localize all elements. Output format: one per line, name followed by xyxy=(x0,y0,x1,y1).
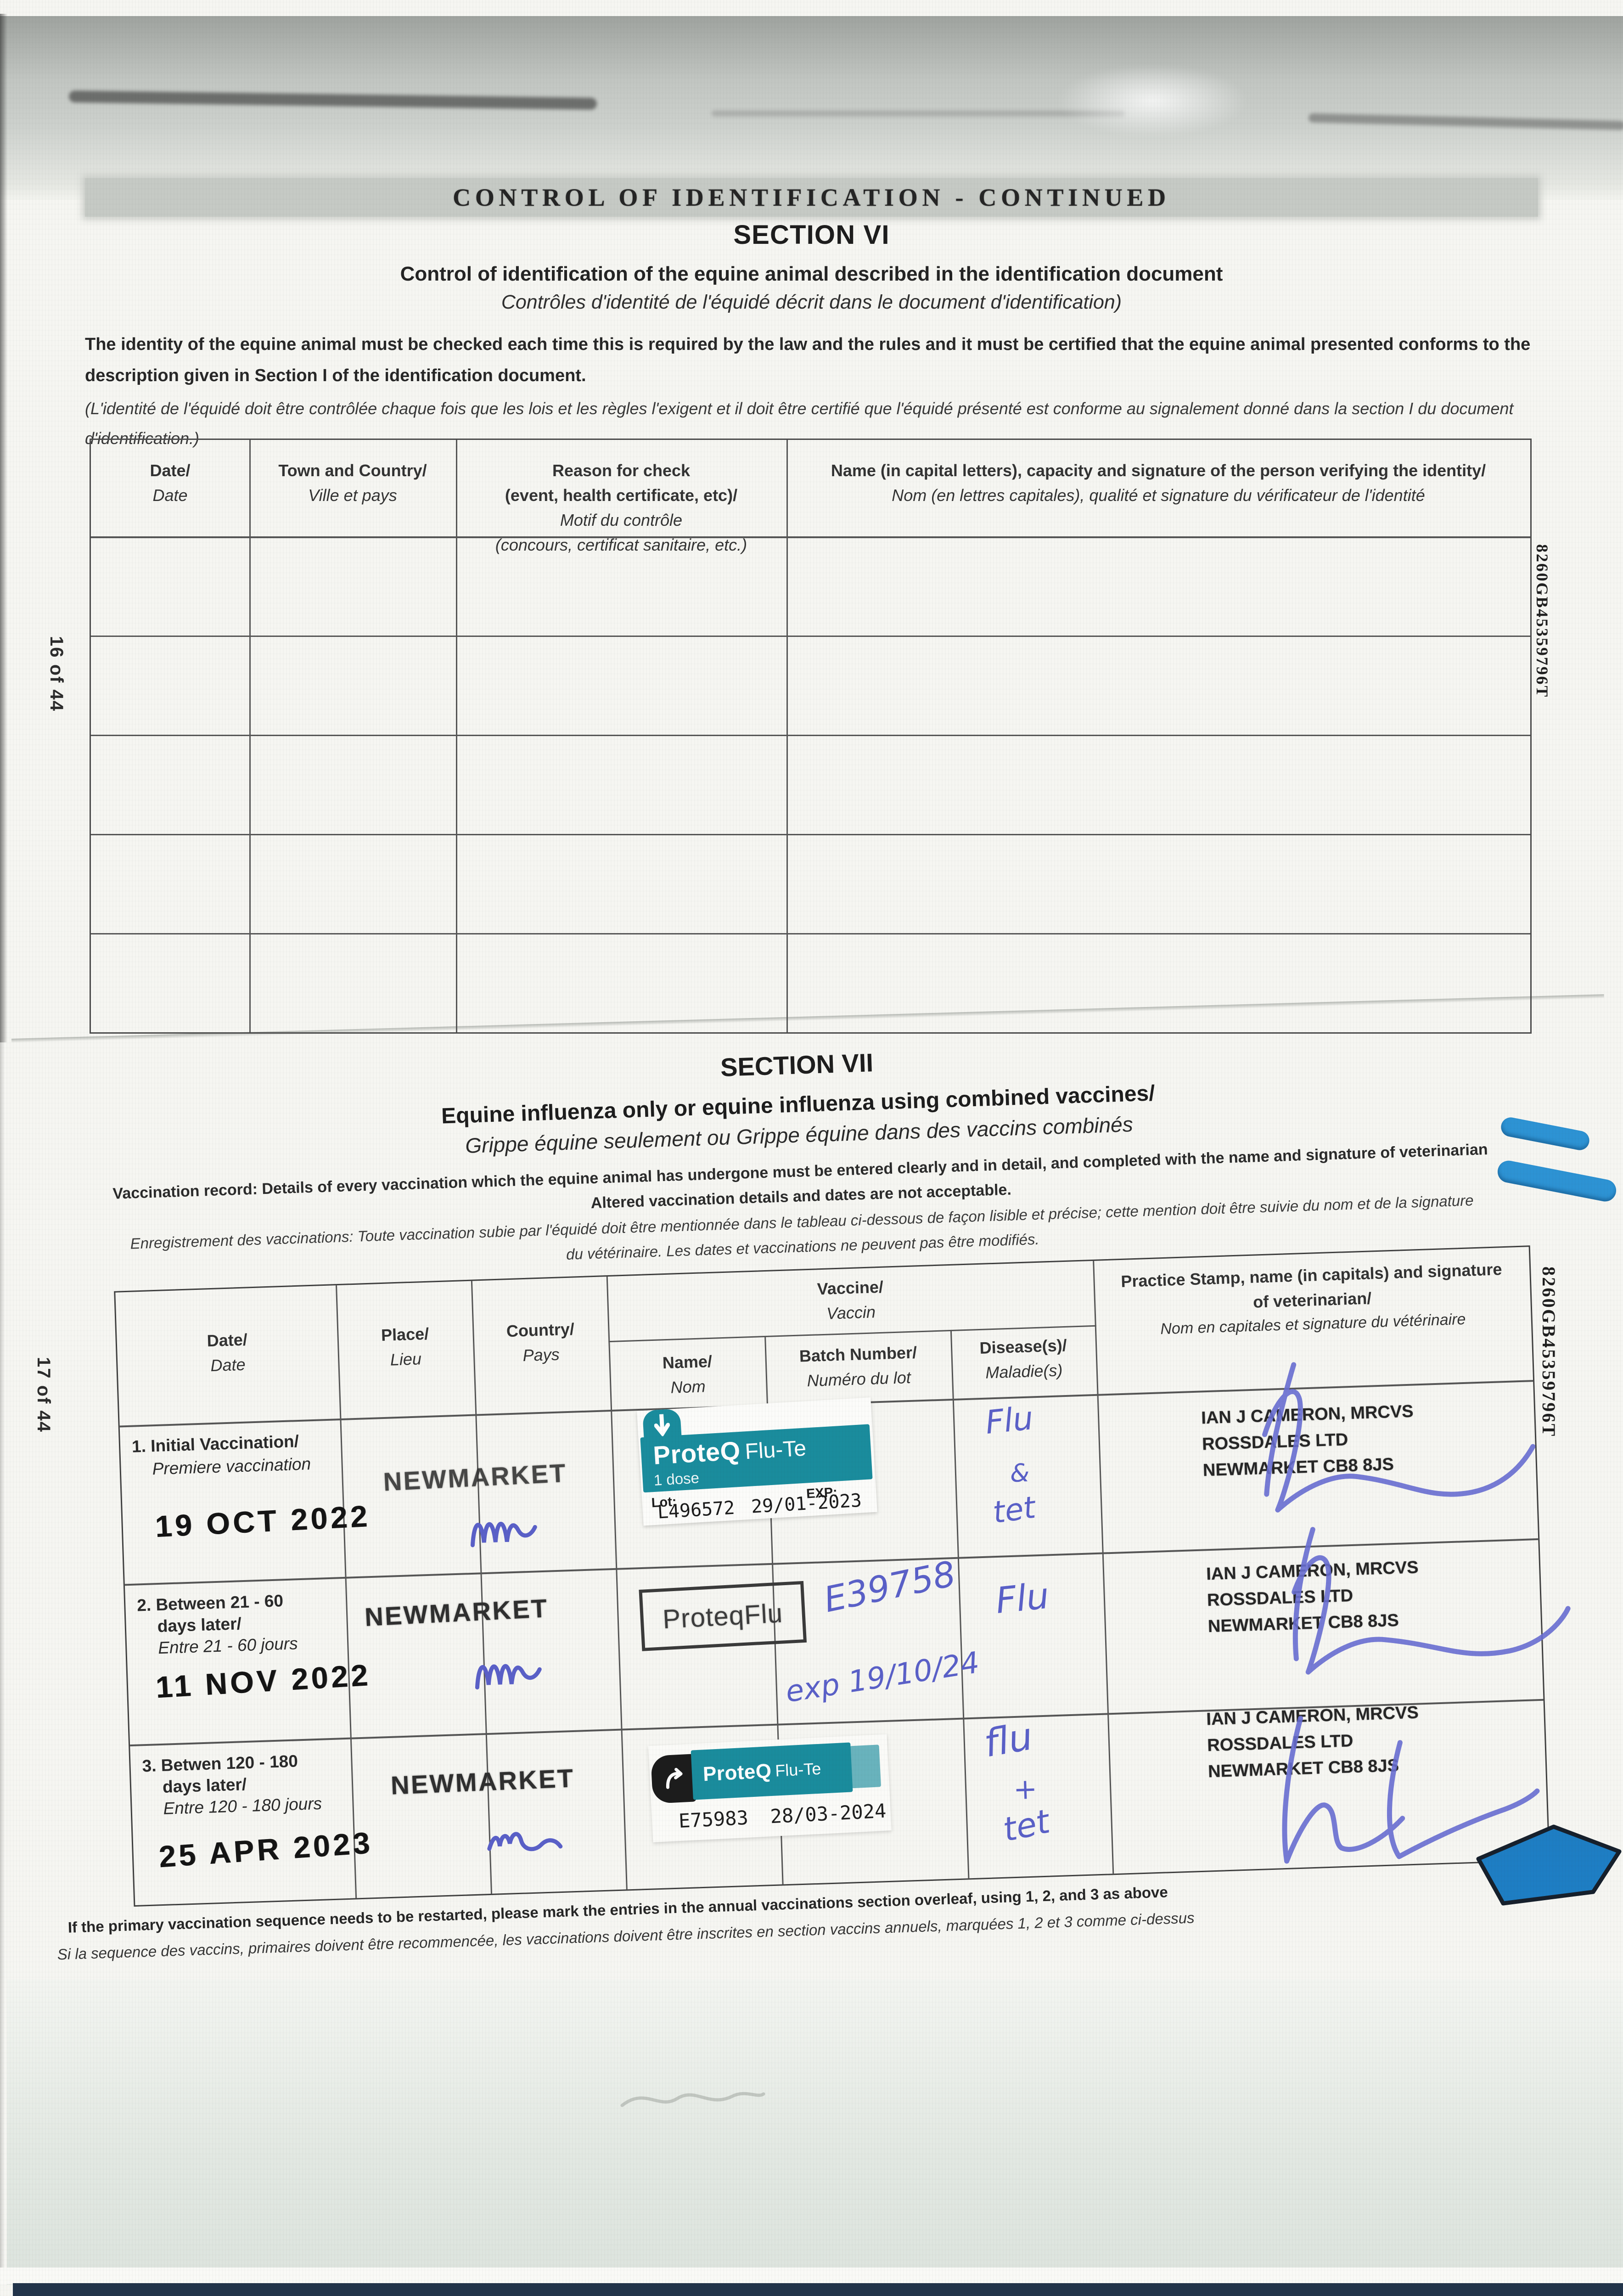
row1-label-fr: Premiere vaccination xyxy=(152,1454,311,1479)
row1-disease-handwriting: & xyxy=(1009,1458,1030,1488)
row3-label-fr: Entre 120 - 180 jours xyxy=(163,1794,322,1818)
row3-disease-handwriting: + xyxy=(1013,1772,1038,1806)
row3-place-stamp: NEWMARKET xyxy=(390,1763,575,1800)
row1-vet-signature xyxy=(1262,1362,1536,1513)
row2-date-stamp: 11 NOV 2022 xyxy=(155,1658,372,1705)
curved-arrow-icon xyxy=(651,1754,697,1804)
vaccination-table: Date/ Date Place/ Lieu Country/ Pays Vac… xyxy=(114,1245,1571,1907)
section6-title: SECTION VI xyxy=(733,220,890,250)
col-header-country: Country/ Pays xyxy=(506,1319,575,1365)
page-number-marker: 17 of 44 xyxy=(34,1357,54,1433)
col-header-date: Date/ Date xyxy=(150,461,191,505)
table-grid-line xyxy=(91,536,1530,538)
col-header-practice-stamp: Practice Stamp, name (in capitals) and s… xyxy=(1120,1260,1502,1338)
page-number-marker: 16 of 44 xyxy=(46,636,67,712)
table-grid-line xyxy=(950,1329,970,1879)
section6-intro-en: The identity of the equine animal must b… xyxy=(85,335,1531,386)
row1-place-stamp: NEWMARKET xyxy=(382,1458,568,1497)
sticker-teal-fade xyxy=(849,1745,882,1789)
scan-top-shadow xyxy=(0,16,1623,200)
col-header-reason: Reason for check (event, health certific… xyxy=(495,461,747,554)
row1-disease-handwriting: tet xyxy=(990,1489,1038,1531)
table-grid-line xyxy=(456,440,457,1032)
col-header-vaccine-name: Name/ Nom xyxy=(662,1351,713,1397)
row2-initials-squiggle xyxy=(475,1664,542,1690)
col-header-disease: Disease(s)/ Maladie(s) xyxy=(979,1335,1067,1382)
col-header-town-country: Town and Country/ Ville et pays xyxy=(278,461,427,505)
row2-label-fr: Entre 21 - 60 jours xyxy=(157,1634,298,1658)
underlying-page xyxy=(7,1979,1623,2285)
table-grid-line xyxy=(91,735,1530,736)
section6-subtitle-fr: Contrôles d'identité de l'équidé décrit … xyxy=(501,291,1122,313)
document-code: 8260GB45359796T xyxy=(1533,544,1551,698)
row3-date-stamp: 25 APR 2023 xyxy=(157,1825,374,1874)
sticker-brand: ProteQ Flu-Te xyxy=(652,1435,807,1470)
table-grid-line xyxy=(249,440,251,1032)
row1-date-stamp: 19 OCT 2022 xyxy=(154,1498,371,1544)
pencil-smudge xyxy=(620,2092,765,2107)
blue-arrow-sticker xyxy=(1476,1824,1622,1906)
table-grid-line xyxy=(91,933,1530,934)
row3-proteq-flute-sticker: ProteQ Flu-Te E75983 28/03-2024 xyxy=(648,1734,892,1843)
row2-batch-handwriting: E39758 xyxy=(820,1553,959,1621)
col-header-batch-number: Batch Number/ Numéro du lot xyxy=(799,1343,917,1390)
down-arrow-icon xyxy=(642,1408,683,1455)
section6-intro-fr: (L'identité de l'équidé doit être contrô… xyxy=(85,399,1514,448)
row3-vet-signature xyxy=(1282,1716,1540,1864)
row1-initials-squiggle xyxy=(470,1521,537,1548)
col-header-vaccine: Vaccine/ Vaccin xyxy=(817,1277,884,1323)
row1-disease-handwriting: Flu xyxy=(983,1399,1035,1442)
row2-exp-handwriting: exp 19/10/24 xyxy=(783,1645,982,1710)
table-grid-line xyxy=(336,1285,357,1898)
identification-check-table: Date/ Date Town and Country/ Ville et pa… xyxy=(90,439,1532,1034)
scan-glow xyxy=(1056,64,1249,138)
row2-vet-signature xyxy=(1292,1527,1571,1675)
document-code: 8260GB45359796T xyxy=(1539,1266,1559,1438)
page-bottom-edge xyxy=(0,2268,1623,2284)
row3-disease-handwriting: tet xyxy=(1000,1801,1053,1849)
table-grid-line xyxy=(471,1281,492,1894)
row2-proteqflu-stamp: ProteqFlu xyxy=(639,1581,807,1651)
col-header-date: Date/ Date xyxy=(207,1330,248,1375)
scan-streak xyxy=(712,110,1125,117)
row1-proteq-flute-sticker: ProteQ Flu-Te 1 dose Lot: EXP: L496572 29/… xyxy=(637,1397,877,1526)
sticker-lot-exp-values: L496572 29/01-2023 xyxy=(657,1490,862,1523)
table-grid-line xyxy=(786,440,788,1032)
col-header-verifier-name: Name (in capital letters), capacity and … xyxy=(831,461,1486,505)
sticker-teal-band: ProteQ Flu-Te xyxy=(691,1742,853,1800)
row2-place-stamp: NEWMARKET xyxy=(364,1593,549,1632)
row3-initials-squiggle xyxy=(487,1832,563,1851)
row2-disease-handwriting: Flu xyxy=(994,1575,1051,1622)
sticker-lot-exp-values: E75983 28/03-2024 xyxy=(678,1799,887,1833)
page-left-edge-shadow xyxy=(0,1042,5,2278)
table-grid-line xyxy=(1093,1261,1114,1874)
table-grid-line xyxy=(91,636,1530,637)
banner-band: CONTROL OF IDENTIFICATION - CONTINUED xyxy=(85,178,1538,217)
banner-title: CONTROL OF IDENTIFICATION - CONTINUED xyxy=(453,184,1170,211)
section6-subtitle-en: Control of identification of the equine … xyxy=(400,263,1223,285)
scan-bottom-edge xyxy=(13,2283,1623,2296)
table-grid-line xyxy=(91,834,1530,835)
page-left-edge-shadow xyxy=(0,14,7,1042)
row3-disease-handwriting: flu xyxy=(981,1715,1036,1766)
col-header-place: Place/ Lieu xyxy=(381,1324,429,1369)
section7-page: SECTION VII Equine influenza only or equ… xyxy=(0,1011,1623,2027)
sticker-dose: 1 dose xyxy=(653,1469,700,1489)
